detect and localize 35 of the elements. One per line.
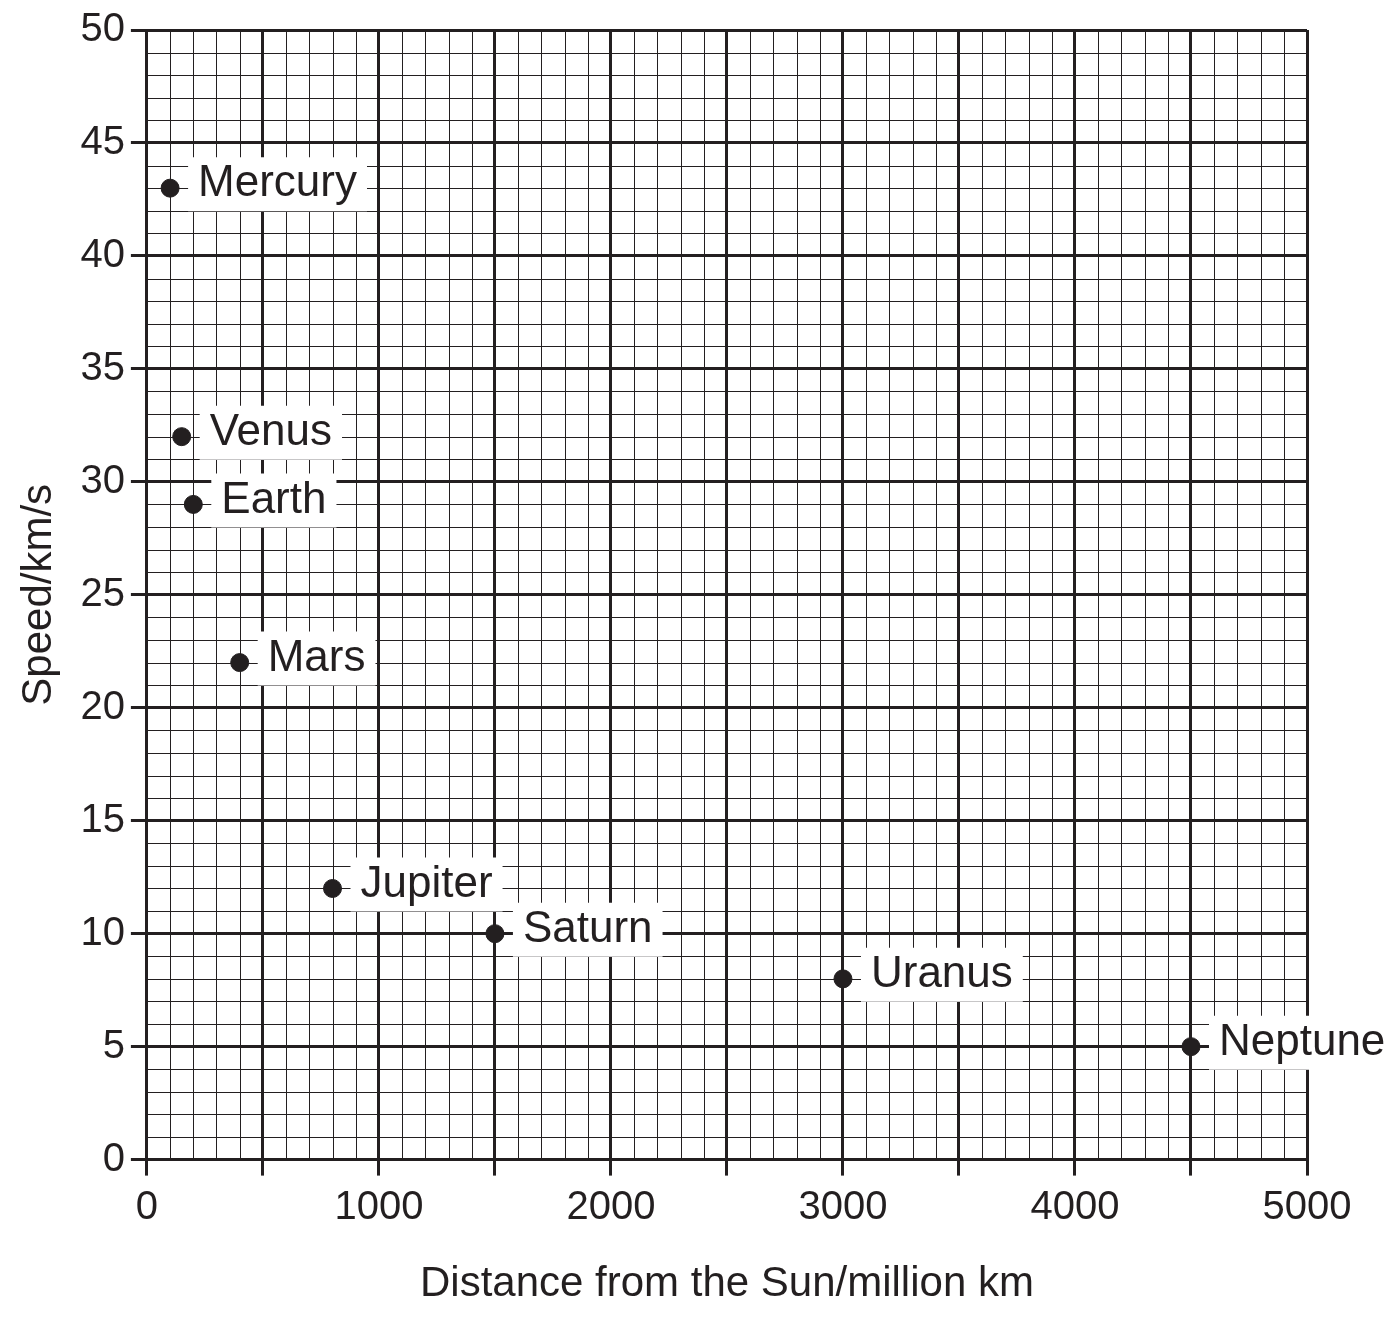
x-tick-label: 5000 [1262,1182,1352,1227]
x-tick-label: 4000 [1030,1182,1120,1227]
annotation: Mars [267,630,366,680]
annotation: Mercury [198,156,357,206]
point [183,494,203,514]
annotation: Uranus [870,947,1013,996]
y-tick-label: 10 [80,908,125,953]
annotation: Jupiter [360,856,493,906]
x-tick-label: 1000 [334,1182,424,1227]
y-tick-label: 40 [80,230,125,275]
annotation: Earth [221,472,327,522]
point [230,653,250,673]
x-tick-label: 3000 [798,1182,888,1227]
y-tick-label: 50 [80,5,125,50]
y-tick-label: 45 [80,117,125,162]
point [485,924,505,944]
y-tick-label: 0 [102,1134,125,1179]
y-tick-label: 15 [80,795,125,840]
annotation: Neptune [1218,1014,1386,1064]
x-axis-title: Distance from the Sun/million km [420,1258,1034,1306]
y-tick-label: 30 [80,456,125,501]
point [160,178,180,198]
y-tick-label: 20 [80,682,125,727]
annotation: Venus [209,404,333,454]
y-tick-label: 5 [102,1021,125,1066]
y-tick-label: 35 [80,343,125,388]
y-axis-title: Speed/km/s [12,483,60,706]
point [172,427,192,447]
point [323,879,343,898]
x-tick-label: 2000 [566,1182,656,1227]
y-tick-label: 25 [80,569,125,614]
point [1181,1037,1201,1057]
annotation: Saturn [522,901,653,951]
point [833,969,853,989]
x-tick-label: 0 [135,1182,159,1227]
